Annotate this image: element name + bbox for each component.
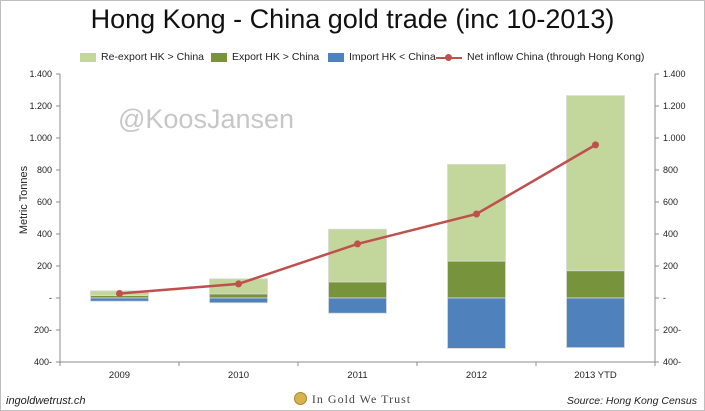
y-tick-label-left: 1.200 — [29, 101, 52, 111]
y-tick-label-left: 600 — [37, 197, 52, 207]
legend-label-import: Import HK < China — [349, 51, 436, 63]
bar-import — [328, 297, 387, 314]
footer-website: ingoldwetrust.ch — [6, 395, 86, 407]
y-tick-label-left: - — [49, 293, 52, 303]
y-tick-label-right: 400 — [663, 229, 678, 239]
bar-import — [447, 297, 506, 349]
bars — [90, 95, 625, 349]
x-tick-label: 2009 — [109, 370, 130, 381]
net-inflow-point — [235, 280, 242, 288]
legend: Re-export HK > China Export HK > China I… — [0, 51, 705, 67]
bar-reexport — [566, 95, 625, 272]
y-tick-label-right: 400- — [663, 357, 681, 367]
y-tick-label-left: 200- — [34, 325, 52, 335]
coin-logo-icon — [293, 392, 307, 405]
y-tick-label-left: 400- — [34, 357, 52, 367]
axes: 400- 400- 200- 200- - - 200 200 400 400 600 600 800 8… — [29, 69, 685, 381]
footer-source: Source: Hong Kong Census — [566, 395, 697, 407]
y-tick-label-left: 1.400 — [29, 69, 52, 79]
y-tick-label-left: 400 — [37, 229, 52, 239]
net-inflow-point — [116, 290, 123, 298]
net-inflow-line-group — [116, 141, 599, 298]
x-tick-label: 2012 — [466, 370, 487, 381]
bar-import — [209, 297, 268, 304]
net-inflow-point — [354, 240, 361, 248]
legend-item-reexport: Re-export HK > China — [80, 51, 204, 63]
y-tick-label-right: 200 — [663, 261, 678, 271]
net-inflow-point — [473, 210, 480, 218]
y-tick-label-right: - — [663, 293, 666, 303]
y-tick-label-right: 600 — [663, 197, 678, 207]
x-tick-label: 2010 — [228, 370, 249, 381]
net-inflow-point — [592, 141, 599, 149]
legend-swatch-import — [328, 52, 344, 62]
chart-title: Hong Kong - China gold trade (inc 10-201… — [90, 4, 615, 34]
legend-swatch-net — [436, 53, 462, 62]
legend-label-net: Net inflow China (through Hong Kong) — [467, 51, 645, 63]
bar-export — [328, 281, 387, 299]
y-axis-label: Metric Tonnes — [18, 165, 30, 234]
x-tick-label: 2013 YTD — [574, 370, 617, 381]
legend-swatch-reexport — [80, 52, 96, 62]
footer-brand-text: In Gold We Trust — [311, 392, 412, 406]
y-tick-label-right: 1.000 — [663, 133, 686, 143]
legend-swatch-export — [211, 52, 227, 62]
bar-export — [209, 293, 268, 299]
legend-label-export: Export HK > China — [232, 51, 320, 63]
x-tick-label: 2011 — [347, 370, 367, 381]
watermark: @KoosJansen — [118, 104, 295, 134]
y-tick-label-left: 200 — [37, 261, 52, 271]
bar-reexport — [328, 228, 387, 283]
legend-item-import: Import HK < China — [328, 51, 436, 63]
legend-item-net: Net inflow China (through Hong Kong) — [436, 51, 644, 63]
bar-import — [566, 297, 625, 348]
bar-export — [447, 260, 506, 299]
bar-import — [90, 297, 149, 302]
y-tick-label-right: 1.200 — [663, 101, 686, 111]
legend-label-reexport: Re-export HK > China — [101, 51, 205, 63]
y-tick-label-left: 800 — [37, 165, 52, 175]
bar-export — [566, 270, 625, 299]
y-tick-label-right: 1.400 — [663, 69, 686, 79]
y-tick-label-left: 1.000 — [29, 133, 52, 143]
legend-item-export: Export HK > China — [211, 51, 319, 63]
y-tick-label-right: 200- — [663, 325, 681, 335]
footer-brand: In Gold We Trust — [0, 392, 705, 407]
y-tick-label-right: 800 — [663, 165, 678, 175]
